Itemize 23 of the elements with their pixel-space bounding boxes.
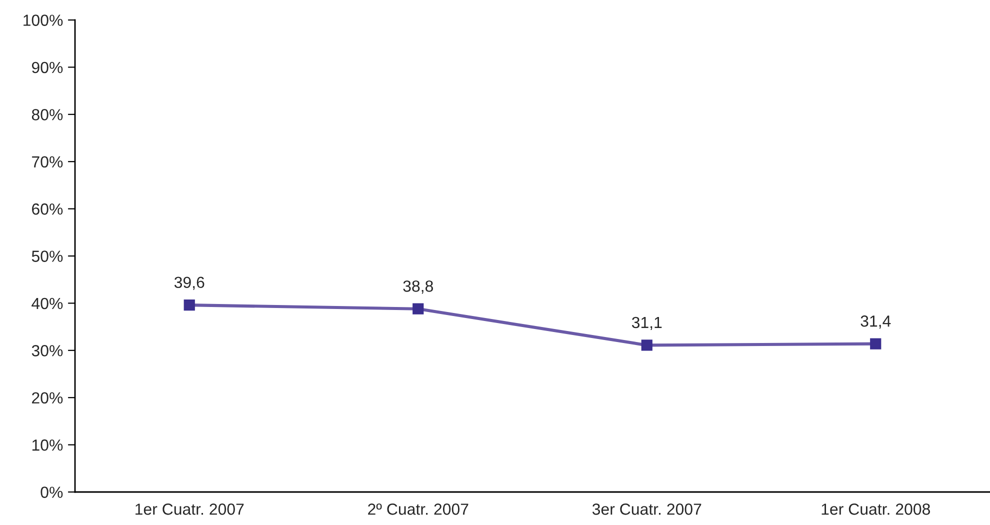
data-label: 39,6 bbox=[174, 276, 204, 290]
y-tick-label: 60% bbox=[32, 203, 63, 215]
y-tick-label: 40% bbox=[32, 298, 63, 310]
point bbox=[641, 340, 652, 351]
x-tick-label: 3er Cuatr. 2007 bbox=[592, 504, 702, 515]
y-tick-label: 80% bbox=[32, 109, 63, 120]
y-tick-label: 20% bbox=[32, 392, 63, 404]
data-label: 31,1 bbox=[632, 316, 662, 330]
y-tick-label: 10% bbox=[32, 439, 63, 451]
point bbox=[412, 303, 424, 314]
x-tick-label: 2º Cuatr. 2007 bbox=[368, 504, 468, 515]
y-tick-label: 0% bbox=[40, 486, 63, 498]
y-tick-label: 100% bbox=[24, 14, 63, 26]
data-label: 38,8 bbox=[403, 280, 433, 294]
point bbox=[870, 338, 882, 350]
data-label: 31,4 bbox=[860, 315, 891, 329]
y-tick-label: 90% bbox=[32, 62, 63, 74]
y-tick-label: 70% bbox=[32, 156, 63, 168]
y-tick-label: 30% bbox=[32, 345, 63, 356]
y-tick-label: 50% bbox=[32, 250, 63, 262]
x-tick-label: 1er Cuatr. 2008 bbox=[822, 504, 930, 515]
point bbox=[184, 300, 195, 311]
x-tick-label: 1er Cuatr. 2007 bbox=[136, 504, 244, 515]
